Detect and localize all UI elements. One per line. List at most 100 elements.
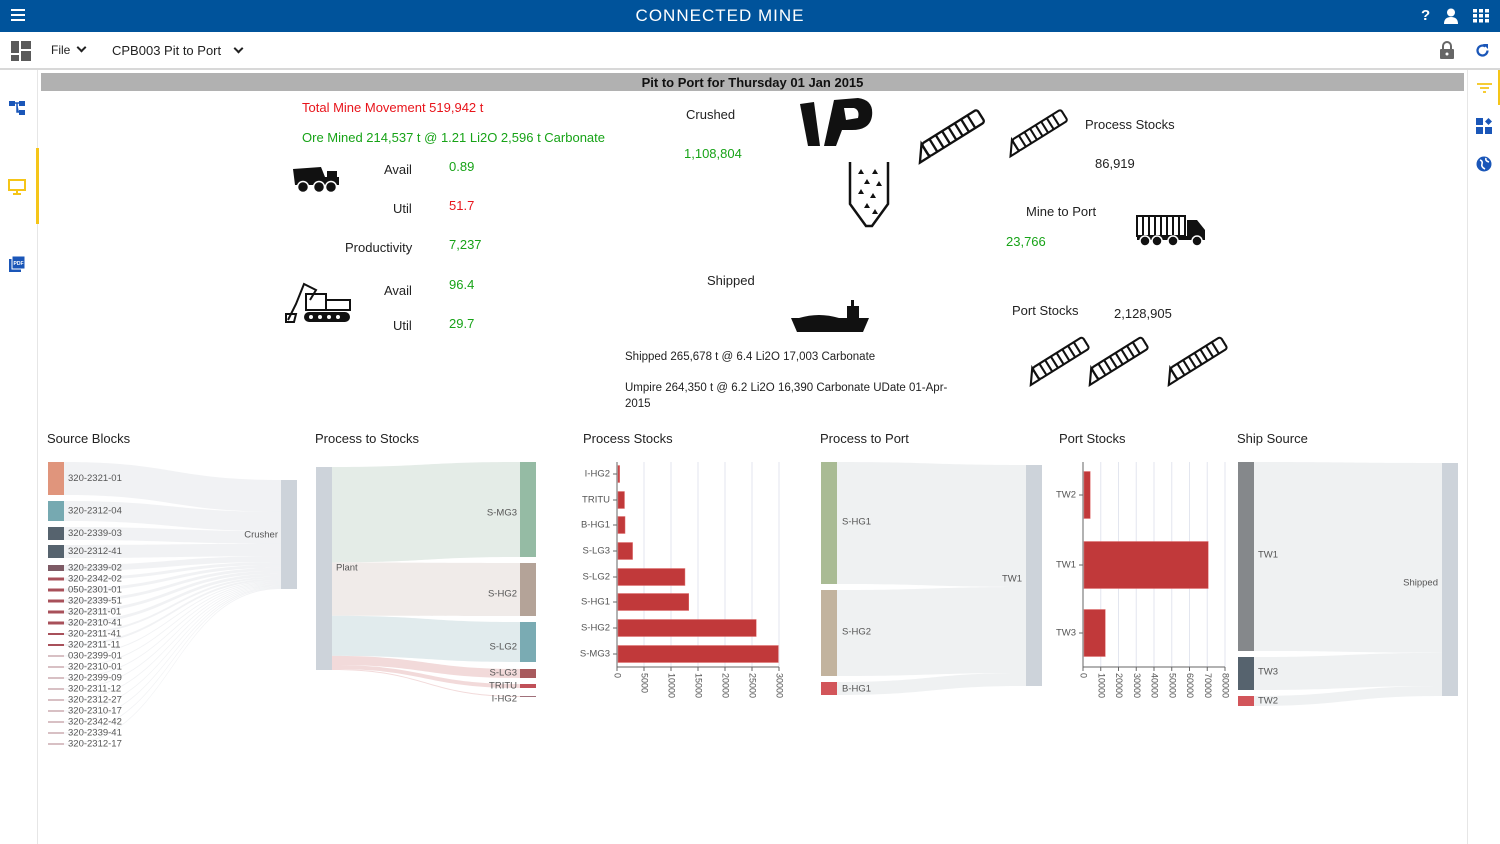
bar [617, 645, 779, 663]
x-tick-label: 25000 [748, 673, 758, 698]
sankey-link [64, 578, 281, 646]
sankey-node-label: 320-2311-01 [68, 607, 121, 618]
section-title-source-blocks: Source Blocks [47, 431, 131, 446]
sankey-node-label: 320-2342-42 [68, 717, 122, 728]
sankey-link [332, 562, 520, 616]
x-tick-label: 50000 [1167, 673, 1177, 698]
app-title: CONNECTED MINE [635, 6, 805, 25]
section-title-port-stocks: Port Stocks [1059, 431, 1126, 446]
sankey-node-label: Crusher [244, 530, 278, 541]
y-tick-label: S-LG3 [583, 546, 610, 557]
sankey-node-label: TRITU [489, 681, 517, 692]
section-title-process-to-stocks: Process to Stocks [315, 431, 420, 446]
sankey-link [64, 573, 281, 625]
sankey-node-label: 320-2312-27 [68, 695, 122, 706]
sankey-node-target [520, 462, 536, 557]
shipped-summary: Shipped 265,678 t @ 6.4 Li2O 17,003 Carb… [625, 351, 876, 363]
sankey-node-target [520, 684, 536, 688]
sankey-link [837, 673, 1026, 695]
user-icon[interactable] [1444, 8, 1458, 24]
x-tick-label: 0 [1079, 673, 1089, 678]
sankey-node-source [1238, 696, 1254, 706]
bar [617, 516, 626, 534]
sankey-link [64, 576, 281, 635]
sankey-node-label: 320-2310-17 [68, 706, 122, 717]
help-icon[interactable]: ? [1421, 7, 1431, 24]
sankey-node-source [316, 467, 332, 670]
sankey-link [64, 584, 281, 701]
sankey-link [64, 585, 281, 712]
haul-truck-icon [293, 167, 339, 194]
sankey-node-label: 320-2311-41 [68, 629, 121, 640]
file-menu[interactable]: File [51, 42, 87, 57]
truck-avail-value: 0.89 [449, 159, 475, 174]
lock-icon[interactable] [1440, 41, 1454, 59]
sankey-node-source [821, 590, 837, 676]
excavator-util-value: 29.7 [449, 316, 475, 331]
section-title-ship-source: Ship Source [1237, 431, 1308, 446]
truck-util-label: Util [393, 201, 412, 216]
report-selector[interactable]: CPB003 Pit to Port [112, 43, 244, 58]
dashboard-icon[interactable] [11, 41, 31, 61]
monitor-icon[interactable] [8, 179, 26, 195]
sankey-link [64, 501, 281, 532]
bar [617, 593, 689, 611]
active-indicator [1498, 70, 1500, 105]
x-tick-label: 70000 [1203, 673, 1213, 698]
umpire-summary: Umpire 264,350 t @ 6.2 Li2O 16,390 Carbo… [625, 382, 948, 394]
sankey-node-label: 320-2321-01 [68, 473, 122, 484]
bar [617, 568, 686, 586]
sankey-node-label: TW1 [1258, 550, 1278, 561]
menu-icon[interactable] [11, 9, 25, 21]
sankey-node-label: 320-2311-11 [68, 640, 120, 651]
pdf-icon[interactable]: PDF [9, 256, 25, 272]
filter-icon[interactable] [1477, 83, 1492, 95]
x-tick-label: 40000 [1150, 673, 1160, 698]
hierarchy-icon[interactable] [9, 101, 26, 116]
sankey-node-label: 320-2339-02 [68, 563, 122, 574]
globe-icon[interactable] [1476, 156, 1492, 172]
sankey-node-source [48, 677, 64, 679]
sankey-node-label: 320-2312-04 [68, 506, 122, 517]
sankey-node-label: TW2 [1258, 696, 1278, 707]
x-tick-label: 10000 [1096, 673, 1106, 698]
sankey-link [64, 543, 281, 558]
sankey-node-source [48, 743, 64, 745]
right-rail [1467, 70, 1500, 844]
x-tick-label: 30000 [775, 673, 785, 698]
crusher-icon [800, 98, 873, 146]
sankey-node-source [48, 644, 64, 646]
y-tick-label: I-HG2 [585, 469, 610, 480]
sankey-link [332, 615, 520, 662]
sankey-link [64, 462, 281, 512]
sankey-node-label: 050-2301-01 [68, 585, 122, 596]
sankey-node-label: TW1 [1002, 574, 1022, 585]
bar [617, 542, 633, 560]
y-tick-label: B-HG1 [581, 520, 610, 531]
sankey-link [64, 561, 281, 581]
y-tick-label: S-MG3 [580, 649, 610, 660]
section-title-process-stocks: Process Stocks [583, 431, 673, 446]
sankey-node-label: S-HG2 [488, 589, 517, 600]
sankey-node-source [48, 633, 64, 635]
refresh-icon[interactable] [1475, 43, 1490, 58]
widgets-icon[interactable] [1476, 118, 1492, 134]
report-title: Pit to Port for Thursday 01 Jan 2015 [41, 73, 1464, 91]
x-tick-label: 15000 [694, 673, 704, 698]
sankey-link [1254, 652, 1442, 690]
bar [617, 491, 625, 509]
process-stocks-value: 86,919 [1095, 156, 1135, 171]
bar [1083, 471, 1091, 519]
sankey-link [64, 567, 281, 603]
mine-to-port-value: 23,766 [1006, 234, 1046, 249]
excavator-avail-value: 96.4 [449, 277, 475, 292]
sankey-node-source [48, 688, 64, 690]
bar [1083, 609, 1106, 657]
apps-grid-icon[interactable] [1473, 9, 1489, 23]
excavator-icon [285, 282, 351, 323]
sankey-node-source [48, 462, 64, 495]
sankey-node-source [48, 610, 64, 614]
sankey-node-source [48, 710, 64, 712]
sankey-node-source [48, 621, 64, 625]
excavator-avail-label: Avail [384, 283, 412, 298]
